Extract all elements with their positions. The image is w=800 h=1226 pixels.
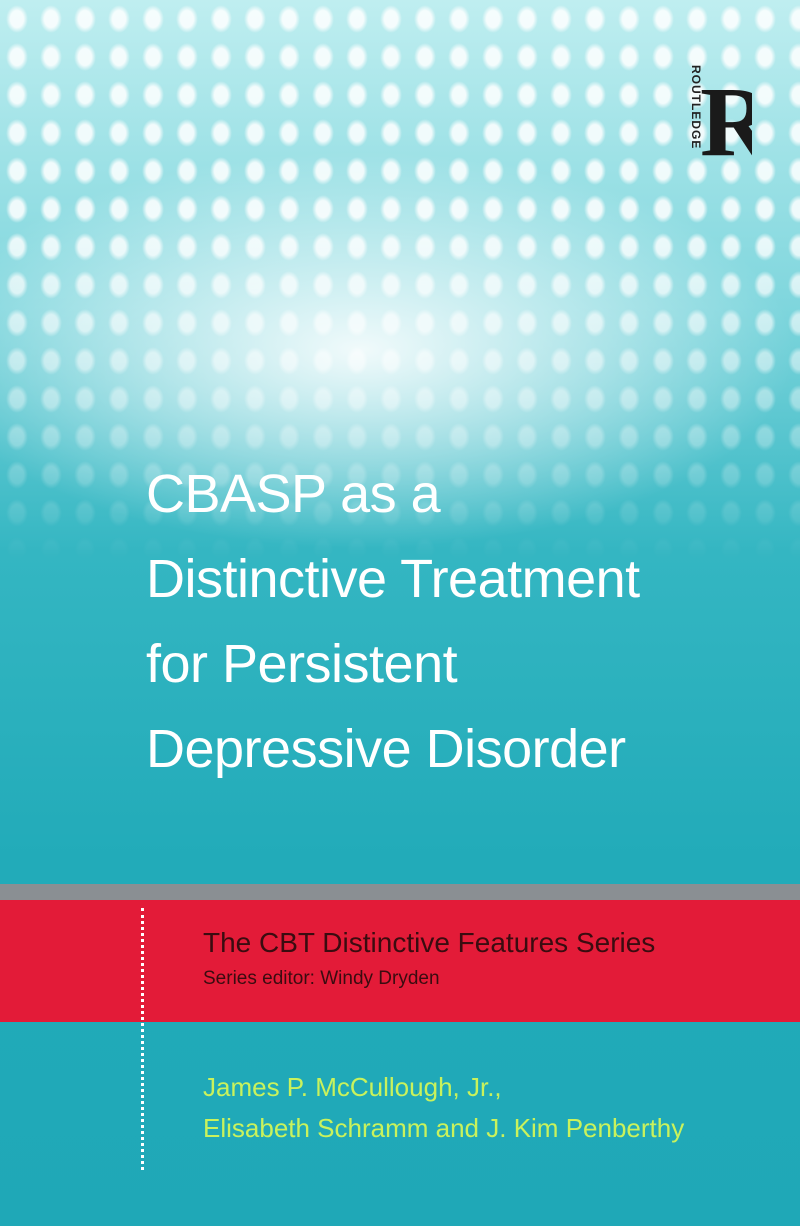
title-line: Depressive Disorder [146,719,626,779]
svg-text:R: R [700,66,752,165]
dotted-divider [141,908,144,1170]
series-editor: Series editor: Windy Dryden [203,968,440,989]
routledge-logo: ROUTLEDGE R [689,65,752,165]
svg-text:ROUTLEDGE: ROUTLEDGE [689,65,703,149]
book-title: CBASP as a Distinctive Treatment for Per… [146,452,786,792]
series-band [0,900,800,1022]
author-line: Elisabeth Schramm and J. Kim Penberthy [203,1113,685,1143]
title-line: for Persistent [146,634,458,694]
series-name: The CBT Distinctive Features Series [203,927,656,958]
title-line: Distinctive Treatment [146,549,640,609]
author-line: James P. McCullough, Jr., [203,1072,502,1102]
gray-band [0,884,800,900]
authors: James P. McCullough, Jr., Elisabeth Schr… [203,1067,783,1149]
background-glow [0,150,800,550]
title-line: CBASP as a [146,464,441,524]
